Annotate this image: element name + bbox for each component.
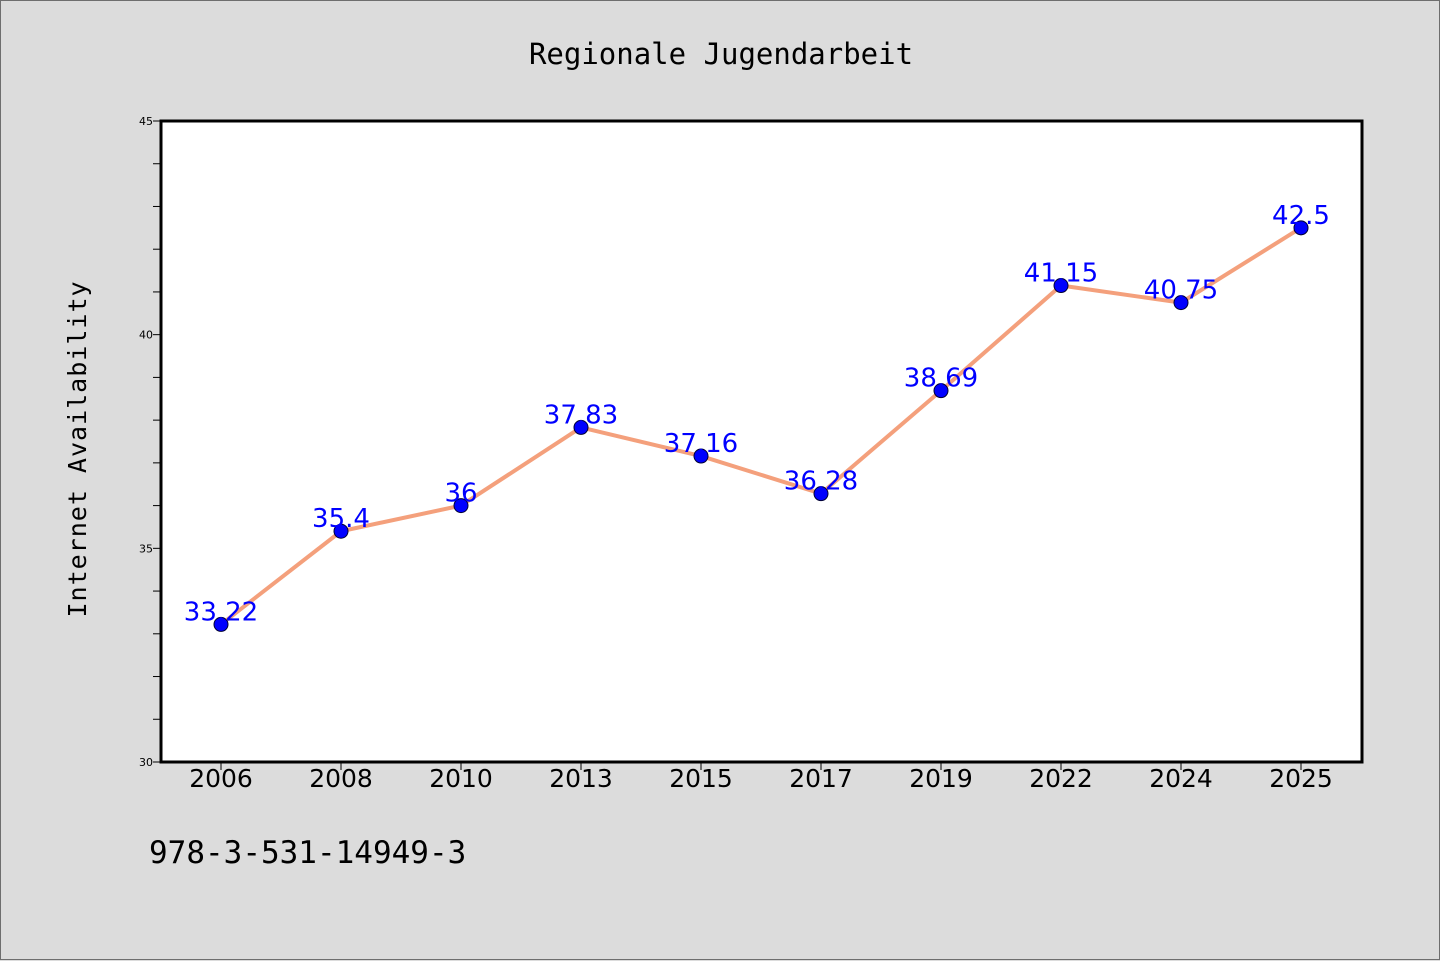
x-tick-label: 2008 xyxy=(309,764,373,793)
data-point xyxy=(1293,220,1309,236)
plot-frame xyxy=(159,119,1364,764)
data-label: 42.5 xyxy=(1272,201,1330,231)
data-label: 36.28 xyxy=(784,467,858,497)
data-point xyxy=(933,383,949,399)
x-tick-label: 2024 xyxy=(1149,764,1213,793)
data-label: 36 xyxy=(444,479,477,509)
data-label: 33.22 xyxy=(184,597,258,627)
data-point xyxy=(453,498,469,514)
data-point xyxy=(573,419,589,435)
x-tick-label: 2017 xyxy=(789,764,853,793)
data-label: 40.75 xyxy=(1144,276,1218,306)
data-point xyxy=(813,486,829,502)
footer-code: 978-3-531-14949-3 xyxy=(149,835,467,871)
data-point xyxy=(213,616,229,632)
x-axis: 2006 2008 2010 2013 2015 2017 2019 2022 2024 2025 xyxy=(189,762,1333,793)
x-tick-label: 2010 xyxy=(429,764,493,793)
y-axis: 30 35 40 45 xyxy=(139,115,161,769)
data-label: 38.69 xyxy=(904,364,978,394)
data-point xyxy=(693,448,709,464)
data-label: 37.83 xyxy=(544,400,618,430)
x-tick-label: 2019 xyxy=(909,764,973,793)
y-tick-label: 40 xyxy=(139,329,153,342)
data-label: 41.15 xyxy=(1024,259,1098,289)
series-line xyxy=(219,225,1303,627)
series: 33.22 35.4 36 37.83 37.16 36.28 38.69 41.15 40.7… xyxy=(184,201,1330,632)
chart-title: Regionale Jugendarbeit xyxy=(529,37,913,71)
x-tick-label: 2013 xyxy=(549,764,613,793)
x-tick-label: 2025 xyxy=(1269,764,1333,793)
data-label: 35.4 xyxy=(312,504,370,534)
data-point xyxy=(1173,295,1189,311)
plot-area xyxy=(161,121,1362,762)
x-tick-label: 2006 xyxy=(189,764,253,793)
y-tick-label: 35 xyxy=(139,542,153,555)
data-point xyxy=(1053,278,1069,294)
y-tick-label: 45 xyxy=(139,115,153,128)
x-tick-label: 2022 xyxy=(1029,764,1093,793)
x-tick-label: 2015 xyxy=(669,764,733,793)
y-axis-label: Internet Availability xyxy=(63,280,92,617)
y-tick-label: 30 xyxy=(139,756,153,769)
data-label: 37.16 xyxy=(664,429,738,459)
data-point xyxy=(333,523,349,539)
